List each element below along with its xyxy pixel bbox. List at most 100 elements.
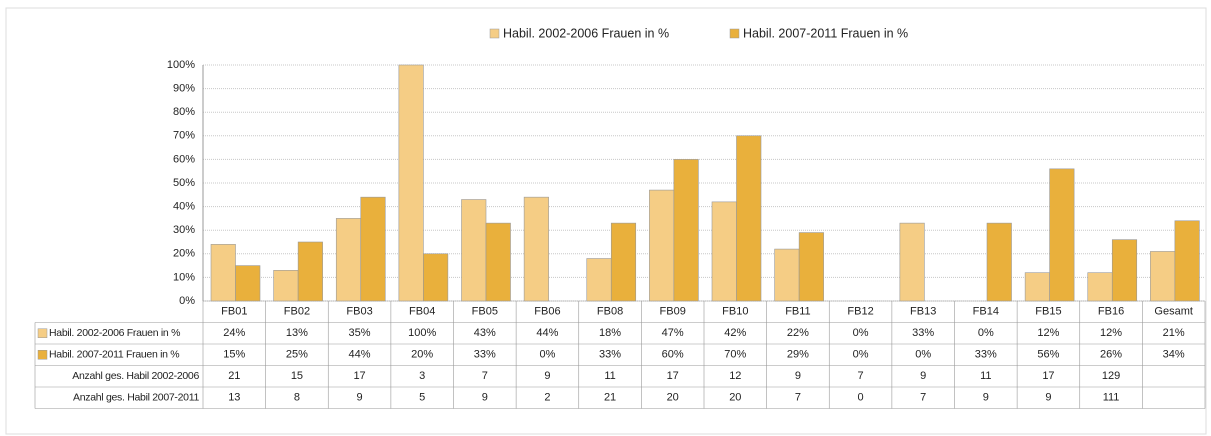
table-cell: 8 — [294, 392, 300, 404]
x-tick-label: FB16 — [1098, 306, 1124, 318]
data-label: 29% — [787, 349, 809, 361]
table-cell: 9 — [795, 370, 801, 382]
bar — [360, 196, 386, 302]
data-label: 22% — [787, 327, 809, 339]
bar — [1024, 272, 1050, 302]
data-label: 35% — [349, 327, 371, 339]
table-cell: 17 — [353, 370, 365, 382]
x-tick-label: FB14 — [973, 306, 999, 318]
table-cell: 7 — [858, 370, 864, 382]
bar — [1150, 251, 1176, 302]
data-label: 18% — [599, 327, 621, 339]
table-cell: 0 — [858, 392, 864, 404]
table-cell: 17 — [1042, 370, 1054, 382]
bar — [711, 201, 737, 302]
table-cell: 7 — [920, 392, 926, 404]
bar — [610, 222, 637, 302]
bar — [1111, 239, 1138, 302]
legend-label: Habil. 2002-2006 Frauen in % — [503, 26, 669, 40]
data-label: 21% — [1163, 327, 1185, 339]
data-label: 42% — [724, 327, 746, 339]
table-cell: 5 — [419, 392, 425, 404]
legend-swatch — [37, 328, 48, 338]
data-label: 33% — [912, 327, 934, 339]
data-label: 44% — [536, 327, 558, 339]
x-tick-label: FB02 — [284, 306, 310, 318]
data-label: 34% — [1163, 349, 1185, 361]
x-tick-label: FB04 — [409, 306, 435, 318]
data-label: 0% — [978, 327, 994, 339]
table-cell: 17 — [667, 370, 679, 382]
data-label: 12% — [1037, 327, 1059, 339]
row-label: Anzahl ges. Habil 2007-2011 — [73, 392, 199, 404]
table-cell: 7 — [795, 392, 801, 404]
y-tick-label: 40% — [173, 201, 195, 213]
x-tick-label: FB06 — [534, 306, 560, 318]
data-label: 44% — [349, 349, 371, 361]
table-cell: 11 — [980, 370, 991, 382]
data-label: 33% — [975, 349, 997, 361]
bar — [461, 199, 487, 302]
table-cell: 9 — [482, 392, 488, 404]
table-cell: 9 — [357, 392, 363, 404]
bar — [899, 222, 925, 302]
y-tick-label: 50% — [173, 177, 195, 189]
table-cell: 12 — [729, 370, 741, 382]
data-label: 26% — [1100, 349, 1122, 361]
x-tick-label: FB11 — [785, 306, 810, 318]
table-cell: 2 — [544, 392, 550, 404]
data-label: 15% — [223, 349, 245, 361]
table-cell: 9 — [920, 370, 926, 382]
data-label: 100% — [408, 327, 436, 339]
bar — [798, 232, 824, 302]
data-label: 25% — [286, 349, 308, 361]
x-tick-label: FB05 — [472, 306, 498, 318]
data-label: 0% — [539, 349, 555, 361]
bar — [485, 222, 511, 302]
x-tick-label: Gesamt — [1154, 306, 1193, 318]
bar — [1087, 272, 1113, 302]
data-label: 47% — [662, 327, 684, 339]
data-label: 12% — [1100, 327, 1122, 339]
data-label: 43% — [474, 327, 496, 339]
y-tick-label: 0% — [179, 295, 195, 307]
table-cell: 21 — [228, 370, 240, 382]
table-cell: 3 — [419, 370, 425, 382]
table-cell: 111 — [1103, 392, 1120, 404]
x-tick-label: FB12 — [847, 306, 873, 318]
table-cell: 9 — [1045, 392, 1051, 404]
bar — [210, 244, 236, 302]
x-tick-label: FB13 — [910, 306, 936, 318]
data-label: 33% — [599, 349, 621, 361]
table-cell: 20 — [667, 392, 679, 404]
table-cell: 15 — [291, 370, 303, 382]
y-tick-label: 70% — [173, 130, 195, 142]
legend-label: Habil. 2007-2011 Frauen in % — [743, 26, 908, 40]
bar — [736, 135, 762, 302]
data-label: 70% — [724, 349, 746, 361]
row-label: Anzahl ges. Habil 2002-2006 — [72, 370, 199, 382]
legend-swatch — [729, 28, 740, 39]
data-label: 0% — [853, 327, 869, 339]
data-label: 56% — [1037, 349, 1059, 361]
bar — [1174, 220, 1200, 302]
table-cell: 13 — [228, 392, 240, 404]
y-tick-label: 90% — [173, 83, 195, 95]
bar — [1049, 168, 1075, 302]
table-cell: 7 — [482, 370, 488, 382]
table-cell: 129 — [1102, 370, 1120, 382]
legend-swatch — [489, 28, 500, 39]
row-label: Habil. 2007-2011 Frauen in % — [49, 349, 179, 361]
data-label: 13% — [286, 327, 308, 339]
bar — [523, 196, 549, 302]
bar — [235, 265, 261, 302]
data-label: 60% — [662, 349, 684, 361]
x-tick-label: FB03 — [346, 306, 372, 318]
row-label: Habil. 2002-2006 Frauen in % — [49, 327, 180, 339]
legend-swatch — [37, 350, 48, 360]
bar — [273, 270, 299, 302]
data-label: 0% — [853, 349, 869, 361]
x-tick-label: FB01 — [221, 306, 247, 318]
bar — [335, 218, 362, 302]
